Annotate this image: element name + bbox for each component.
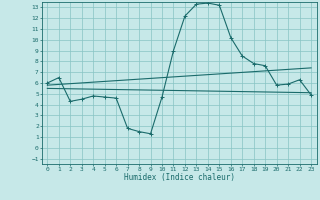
X-axis label: Humidex (Indice chaleur): Humidex (Indice chaleur) [124,173,235,182]
